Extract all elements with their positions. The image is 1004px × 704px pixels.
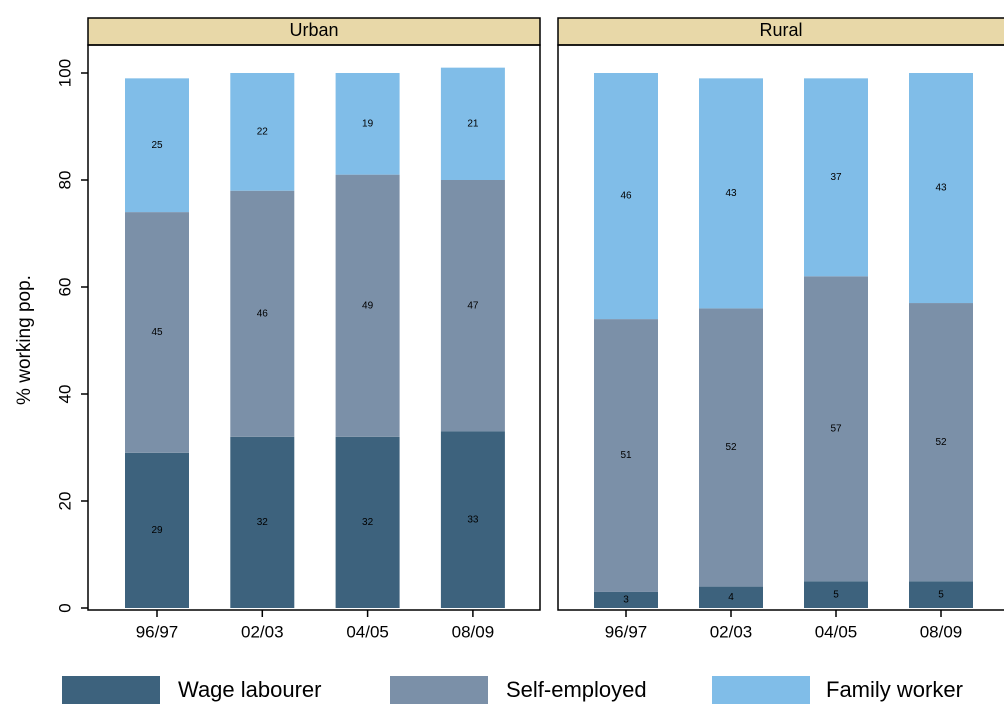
bar-segment [335,174,400,437]
legend-swatch [62,676,160,704]
value-label: 43 [725,188,737,199]
value-label: 43 [935,183,947,194]
bar-segment [230,73,295,191]
value-label: 32 [362,517,374,528]
bar-segment [335,436,400,608]
bar-segment [594,591,658,608]
legend-swatch [390,676,488,704]
legend-swatch [712,676,810,704]
bar-segment [804,78,868,277]
bar-segment [440,180,505,432]
value-label: 29 [151,525,163,536]
value-label: 57 [830,423,842,434]
panel-header [87,17,541,46]
value-label: 25 [151,140,163,151]
value-label: 22 [257,126,269,137]
bar-segment [699,308,763,587]
y-tick-label: 0 [55,603,74,612]
y-tick-label: 80 [55,171,74,190]
value-label: 49 [362,300,374,311]
bar-segment [594,319,658,592]
y-tick-label: 20 [55,492,74,511]
x-tick-label: 96/97 [605,622,648,641]
value-label: 5 [833,589,839,600]
value-label: 46 [257,308,269,319]
value-label: 51 [620,450,632,461]
x-tick-label: 96/97 [136,622,179,641]
y-axis-label: % working pop. [14,275,35,405]
legend-label: Wage labourer [178,677,321,702]
bar-segment [335,73,400,175]
value-label: 32 [257,517,269,528]
bar-segment [909,73,973,304]
bar-segment [230,190,295,437]
value-label: 21 [467,118,479,129]
x-tick-label: 04/05 [346,622,389,641]
value-label: 4 [728,592,734,603]
bar-segment [909,303,973,582]
value-label: 46 [620,191,632,202]
bar-segment [804,581,868,608]
panel-title: Urban [289,20,338,40]
value-label: 5 [938,589,944,600]
x-tick-label: 02/03 [241,622,284,641]
plot-frame [87,44,541,611]
bar-segment [440,431,505,608]
value-label: 3 [623,595,629,606]
bar-segment [909,581,973,608]
value-label: 37 [830,172,842,183]
x-tick-label: 04/05 [815,622,858,641]
x-tick-label: 08/09 [920,622,963,641]
bar-segment [699,78,763,309]
bar-segment [699,586,763,608]
bar-segment [440,67,505,180]
value-label: 45 [151,327,163,338]
bar-segment [594,73,658,320]
bar-segment [125,78,189,213]
y-tick-label: 100 [55,59,74,87]
value-label: 19 [362,118,374,129]
x-tick-label: 02/03 [710,622,753,641]
legend-label: Self-employed [506,677,647,702]
value-label: 52 [725,442,737,453]
y-tick-label: 40 [55,385,74,404]
x-tick-label: 08/09 [452,622,495,641]
y-tick-label: 60 [55,278,74,297]
value-label: 33 [467,514,479,525]
bar-segment [125,452,189,608]
value-label: 47 [467,300,479,311]
bar-segment [804,276,868,582]
bar-segment [230,436,295,608]
panel-title: Rural [759,20,802,40]
plot-frame [557,44,1004,611]
bar-segment [125,212,189,453]
legend-label: Family worker [826,677,963,702]
value-label: 52 [935,437,947,448]
